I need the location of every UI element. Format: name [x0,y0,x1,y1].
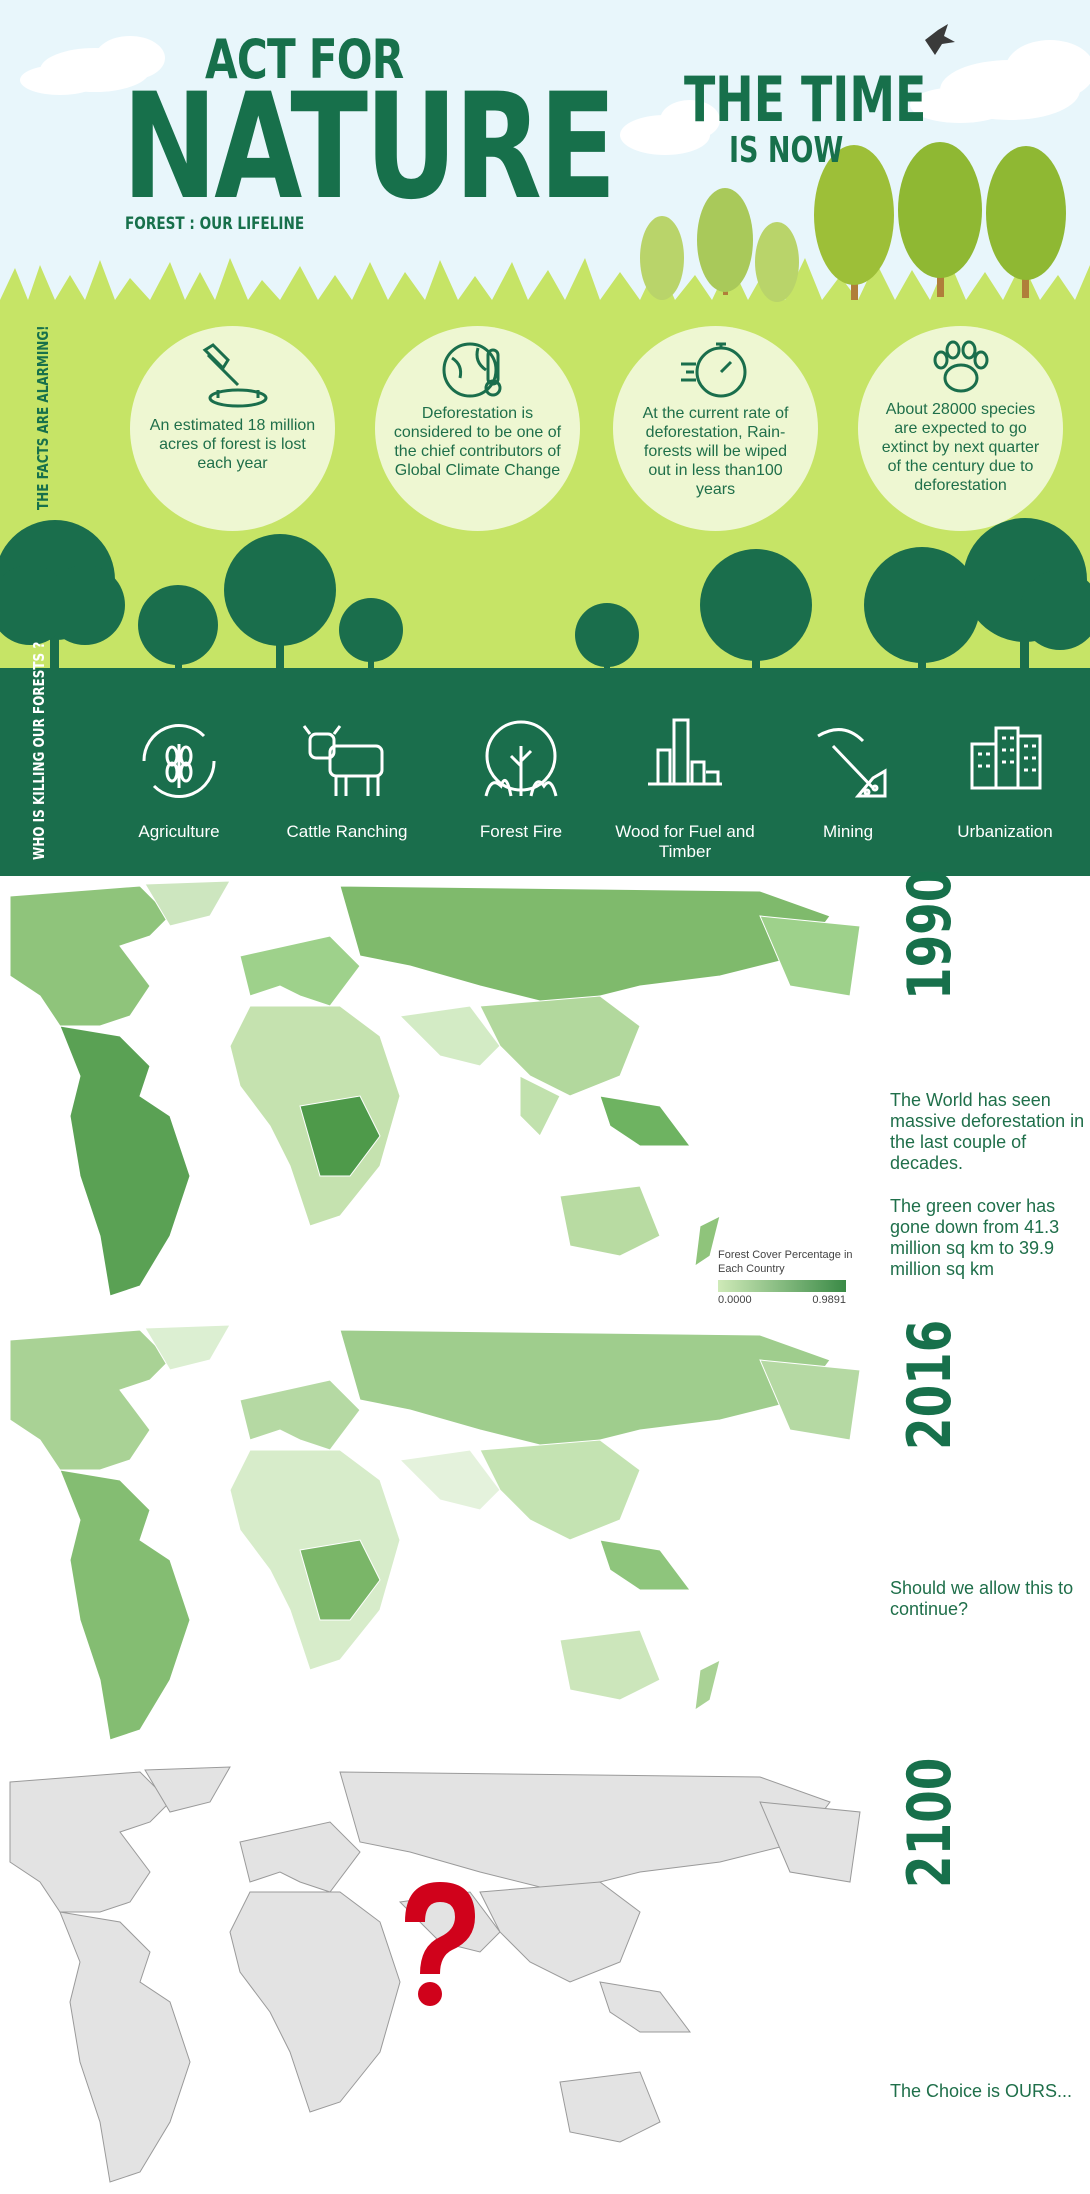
bird-icon [925,24,955,55]
cow-icon [302,725,384,796]
map-legend: Forest Cover Percentage in Each Country … [718,1248,858,1306]
fact-text: At the current rate of deforestation, Ra… [642,405,789,498]
killer-mining: Mining [773,680,923,876]
fact-circle-acres: An estimated 18 million acres of forest … [130,326,335,531]
map-2016 [0,1320,870,1750]
killer-agriculture: Agriculture [104,680,254,876]
year-2016: 2016 [895,1319,965,1450]
killers-vertical-label: WHO IS KILLING OUR FORESTS ? [30,641,48,860]
legend-max: 0.9891 [812,1294,846,1306]
map-2016-text: Should we allow this to continue? [890,1578,1074,1619]
killer-fire: Forest Fire [446,680,596,876]
legend-title: Forest Cover Percentage in Each Country [718,1249,853,1275]
killer-label: Urbanization [957,822,1053,841]
legend-min: 0.0000 [718,1294,752,1306]
pickaxe-icon [817,728,887,798]
year-1990: 1990 [895,869,965,1000]
map-2100-text: The Choice is OURS... [890,2081,1073,2101]
map-1990 [0,876,870,1306]
killer-label: Mining [822,822,874,841]
killer-label: Cattle Ranching [286,822,408,841]
forest-fire-icon [484,720,558,797]
title-act-for: ACT FOR [205,28,404,91]
killer-label: Agriculture [138,822,220,841]
map-1990-text-1: The World has seen massive deforestation… [890,1090,1085,1173]
killer-label: Wood for Fuel and Timber [615,822,755,861]
legend-values: 0.0000 0.9891 [718,1294,846,1306]
killer-cattle: Cattle Ranching [272,680,422,876]
buildings-icon [970,726,1042,790]
time-title: THE TIME [684,63,927,136]
killer-wood: Wood for Fuel and Timber [610,680,760,876]
stopwatch-icon [680,342,746,398]
paw-print-icon [933,340,988,393]
title-nature: NATURE [122,62,617,232]
fact-circle-species: About 28000 species are expected to go e… [858,326,1063,531]
world-map-1990 [9,880,861,1297]
axe-stump-icon [202,343,267,408]
world-map-2016 [9,1324,861,1741]
fact-text: An estimated 18 million acres of forest … [149,417,316,472]
killers-band: WHO IS KILLING OUR FORESTS ? Agriculture… [0,642,1090,876]
killer-urbanization: Urbanization [930,680,1080,876]
killer-label: Forest Fire [479,822,563,841]
legend-gradient [718,1280,846,1292]
hero-section: ACT FOR NATURE FOREST : OUR LIFELINE THE… [0,0,1090,680]
fact-circle-climate: Deforestation is considered to be one of… [375,326,580,531]
fact-text: About 28000 species are expected to go e… [881,401,1040,494]
time-subtitle: IS NOW [729,130,844,171]
map-1990-text-2: The green cover has gone down from 41.3 … [890,1196,1060,1279]
world-map-2100 [9,1766,861,2183]
facts-vertical-label: THE FACTS ARE ALARMING! [34,325,52,510]
fact-circle-rainforest: At the current rate of deforestation, Ra… [613,326,818,531]
map-2100 [0,1762,870,2190]
question-mark-icon [405,1882,475,2006]
wheat-icon [142,724,216,798]
globe-thermometer-icon [442,342,501,398]
subtitle: FOREST : OUR LIFELINE [125,214,305,234]
fact-text: Deforestation is considered to be one of… [393,405,562,479]
tree-stumps-icon [648,718,722,786]
year-2100: 2100 [895,1757,965,1888]
